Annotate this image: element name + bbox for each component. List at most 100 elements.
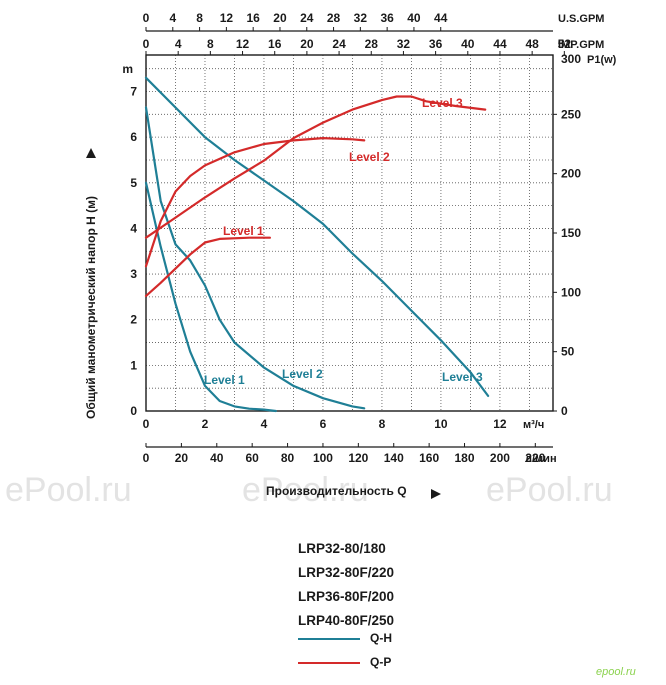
legend-qh-label: Q-H — [370, 631, 392, 645]
y-tick-label: 7 — [130, 85, 137, 99]
watermarks: ePool.ru ePool.ru ePool.ru — [5, 471, 613, 509]
y2-tick-label: 300 — [561, 52, 581, 66]
qp-label-level-1: Level 1 — [223, 224, 264, 238]
lmin-tick-label: 220 — [525, 451, 545, 465]
lmin-tick-label: 0 — [143, 451, 150, 465]
usgpm-tick-label: 44 — [434, 11, 448, 25]
m3h-tick-label: 10 — [434, 417, 448, 431]
y2-tick-label: 50 — [561, 345, 575, 359]
qh-label-level-2: Level 2 — [282, 367, 323, 381]
watermark-text: ePool.ru — [242, 471, 369, 509]
qp-label-level-2: Level 2 — [349, 150, 390, 164]
impgpm-tick-label: 40 — [461, 37, 475, 51]
lmin-tick-label: 180 — [455, 451, 475, 465]
y2-tick-label: 0 — [561, 404, 568, 418]
y-tick-label: 0 — [130, 404, 137, 418]
y-tick-label: 4 — [130, 221, 137, 235]
m3h-tick-label: 12 — [493, 417, 507, 431]
usgpm-tick-label: 24 — [300, 11, 314, 25]
usgpm-tick-label: 36 — [380, 11, 394, 25]
qp-curve-level-2 — [144, 137, 366, 268]
qh-label-level-1: Level 1 — [204, 373, 245, 387]
impgpm-tick-label: 16 — [268, 37, 282, 51]
y-axis-title: Общий манометрический напор H (м) — [84, 196, 98, 419]
impgpm-tick-label: 48 — [525, 37, 539, 51]
model-list: LRP32-80/180 LRP32-80F/220 LRP36-80F/200… — [298, 537, 394, 633]
y-tick-label: 6 — [130, 130, 137, 144]
lmin-tick-label: 60 — [245, 451, 259, 465]
pump-performance-chart: ePool.ru ePool.ru ePool.ru 0 4 8 12 16 20 24 28 32… — [5, 11, 617, 509]
impgpm-tick-label: 0 — [143, 37, 150, 51]
impgpm-tick-label: 44 — [493, 37, 507, 51]
y-axis-arrow-icon — [86, 148, 96, 158]
usgpm-tick-label: 0 — [143, 11, 150, 25]
lmin-tick-label: 40 — [210, 451, 224, 465]
impgpm-tick-label: 20 — [300, 37, 314, 51]
y2-tick-label: 150 — [561, 226, 581, 240]
qh-curve-level-2 — [144, 106, 366, 410]
watermark-text: ePool.ru — [5, 471, 132, 509]
model-name: LRP32-80F/220 — [298, 565, 395, 580]
chart-curves — [144, 76, 490, 413]
m3h-tick-label: 6 — [320, 417, 327, 431]
impgpm-tick-label: 8 — [207, 37, 214, 51]
lmin-tick-label: 20 — [175, 451, 189, 465]
usgpm-tick-label: 16 — [246, 11, 260, 25]
qp-curve-level-3 — [144, 95, 487, 239]
qp-label-level-3: Level 3 — [422, 96, 463, 110]
impgpm-tick-label: 12 — [236, 37, 250, 51]
lmin-tick-label: 100 — [313, 451, 333, 465]
legend-qh-swatch — [298, 638, 360, 640]
usgpm-tick-label: 28 — [327, 11, 341, 25]
y2-tick-label: 250 — [561, 107, 581, 121]
impgpm-tick-label: 32 — [397, 37, 411, 51]
usgpm-tick-label: 8 — [196, 11, 203, 25]
lmin-unit-label: л/мин — [525, 453, 557, 465]
impgpm-tick-label: 4 — [175, 37, 182, 51]
legend-qp-swatch — [298, 662, 360, 664]
qh-label-level-3: Level 3 — [442, 370, 483, 384]
x-axis-arrow-icon — [431, 489, 441, 499]
y-tick-label: 3 — [130, 267, 137, 281]
y-tick-label: 2 — [130, 313, 137, 327]
m3h-tick-label: 4 — [261, 417, 268, 431]
lmin-tick-label: 140 — [384, 451, 404, 465]
qh-curve-level-3 — [144, 76, 490, 397]
legend-qp: Q-P — [298, 655, 498, 671]
chart-labels: Level 1 Level 2 Level 3 Level 1 Level 2 Level… — [204, 96, 483, 387]
lmin-tick-label: 160 — [419, 451, 439, 465]
plot-border — [145, 54, 554, 412]
impgpm-tick-label: 28 — [365, 37, 379, 51]
impgpm-tick-label: 52 — [558, 37, 572, 51]
model-name: LRP40-80F/250 — [298, 613, 395, 628]
impgpm-tick-label: 36 — [429, 37, 443, 51]
usgpm-tick-label: 12 — [220, 11, 234, 25]
legend-qp-label: Q-P — [370, 655, 392, 669]
y-unit-label: m — [122, 62, 133, 76]
m3h-unit-label: м³/ч — [523, 419, 544, 431]
impgpm-tick-label: 24 — [332, 37, 346, 51]
m3h-tick-label: 0 — [143, 417, 150, 431]
y-tick-label: 5 — [130, 176, 137, 190]
legend-qh: Q-H — [298, 631, 498, 647]
lmin-tick-label: 200 — [490, 451, 510, 465]
usgpm-unit-label: U.S.GPM — [558, 13, 604, 25]
usgpm-tick-label: 20 — [273, 11, 287, 25]
x-axis-title: Производительность Q — [266, 484, 407, 498]
watermark-text: ePool.ru — [486, 471, 613, 509]
y2-tick-label: 100 — [561, 285, 581, 299]
brand-mark: epool.ru — [596, 666, 636, 678]
y-tick-label: 1 — [130, 358, 137, 372]
usgpm-tick-label: 4 — [169, 11, 176, 25]
model-name: LRP32-80/180 — [298, 541, 386, 556]
lmin-tick-label: 120 — [348, 451, 368, 465]
lmin-tick-label: 80 — [281, 451, 295, 465]
impgpm-unit-label: IMP.GPM — [558, 39, 604, 51]
usgpm-tick-label: 32 — [354, 11, 368, 25]
qp-curve-level-1 — [144, 236, 271, 297]
m3h-tick-label: 2 — [202, 417, 209, 431]
m3h-tick-label: 8 — [379, 417, 386, 431]
usgpm-tick-label: 40 — [407, 11, 421, 25]
y2-unit-label: P1(w) — [587, 54, 617, 66]
